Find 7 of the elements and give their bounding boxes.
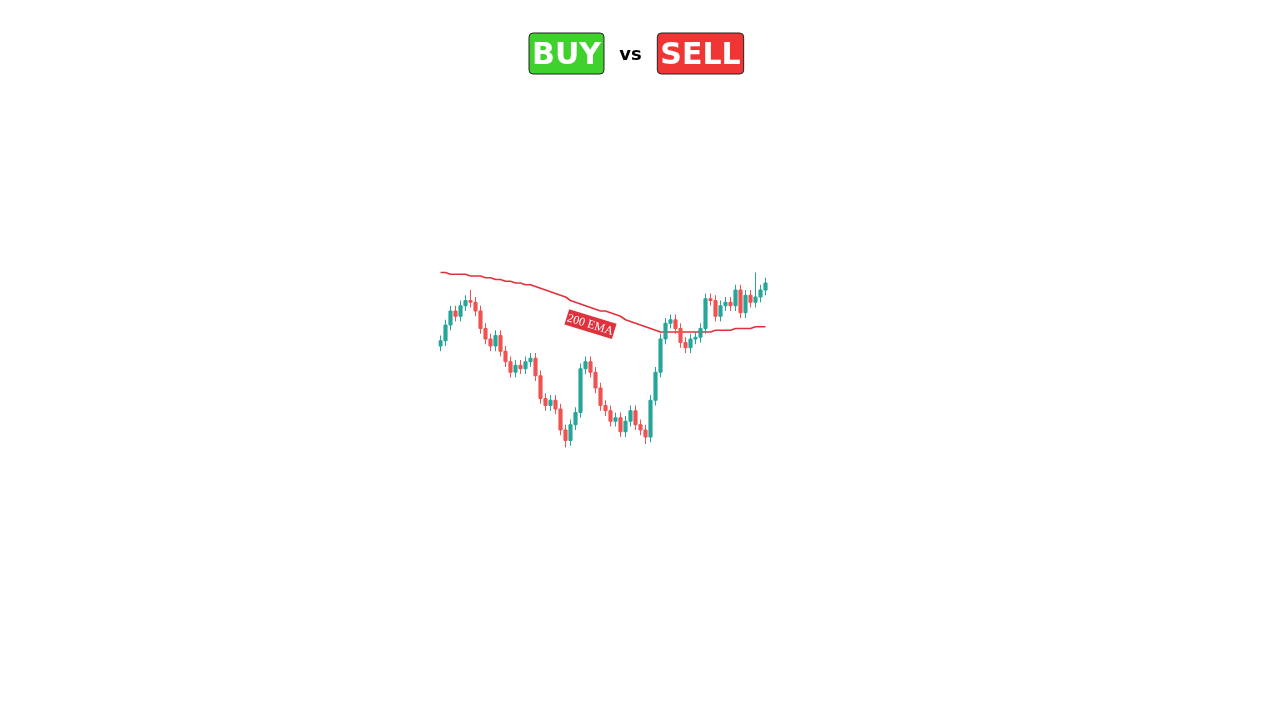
candlestick xyxy=(743,289,748,319)
candlestick xyxy=(493,329,498,352)
candlestick xyxy=(733,284,738,312)
candlestick xyxy=(738,284,743,319)
chart-title: BUY vs SELL xyxy=(532,36,741,71)
text: 200 EMA xyxy=(565,310,616,338)
candlestick xyxy=(618,412,623,438)
